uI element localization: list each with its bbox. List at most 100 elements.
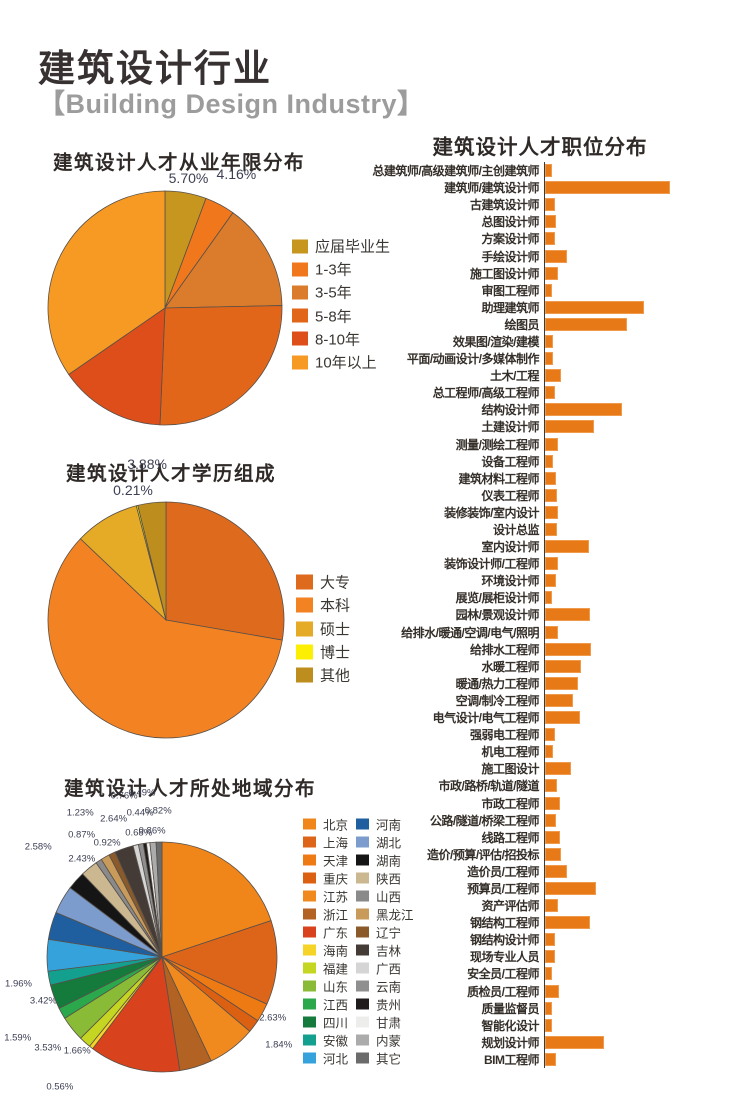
legend-swatch [292, 285, 308, 300]
legend-label: 内蒙 [376, 1034, 402, 1049]
legend-item-1-3年: 1-3年 [292, 259, 352, 280]
legend-swatch [356, 944, 369, 956]
bar-row: 公路/隧道/桥梁工程师 [360, 811, 728, 829]
bar-track [544, 230, 728, 248]
bar [545, 352, 553, 366]
bar [545, 300, 644, 314]
legend-swatch [303, 944, 316, 956]
bar [545, 762, 571, 776]
legend-item-河北: 河北 [303, 1049, 348, 1068]
percent-label: 0.87% [68, 829, 96, 841]
legend-label: 天津 [323, 854, 349, 869]
job-label: 施工图设计 [481, 762, 539, 777]
legend-swatch [303, 854, 316, 866]
bar-row: 装修装饰/室内设计 [360, 503, 728, 521]
chart-title-positions: 建筑设计人才职位分布 [432, 136, 648, 159]
bar-row: 质检员/工程师 [360, 982, 728, 1000]
bar-row: 效果图/渲染/建模 [360, 332, 728, 351]
percent-label: 3.88% [127, 456, 167, 473]
bar [545, 830, 560, 844]
percent-label: 3.53% [34, 1042, 62, 1054]
legend-item-福建: 福建 [303, 959, 348, 978]
pie-slice-本科 [47, 538, 283, 739]
job-label: 总建筑师/高级建筑师/主创建筑师 [372, 164, 539, 179]
pie-slice-3-5年 [164, 212, 283, 309]
job-label: 预算员/工程师 [467, 881, 539, 896]
job-label: 给排水工程师 [469, 642, 540, 657]
legend-item-3-5年: 3-5年 [292, 282, 352, 303]
percent-label: 2.58% [24, 841, 52, 853]
legend-item-吉林: 吉林 [356, 941, 401, 960]
legend-label: 湖北 [376, 836, 402, 851]
job-label: 结构设计师 [481, 403, 539, 418]
job-label: 给排水/暖通/空调/电气/照明 [401, 625, 539, 640]
legend-label: 10年以上 [315, 354, 377, 372]
job-label: 暖通/热力工程师 [455, 676, 540, 691]
job-label: 钢结构设计师 [469, 933, 540, 948]
bar [545, 454, 553, 468]
legend-label: 1-3年 [315, 261, 352, 279]
legend-item-博士: 博士 [296, 641, 350, 662]
bar-track [544, 691, 728, 709]
legend-item-广西: 广西 [356, 959, 401, 978]
bar-row: 线路工程师 [360, 828, 728, 846]
job-label: 环境设计师 [481, 574, 539, 589]
percent-label: 0.44% [126, 807, 154, 819]
legend-label: 8-10年 [315, 331, 361, 349]
legend-swatch [296, 644, 313, 660]
bar-row: 预算员/工程师 [360, 879, 728, 898]
job-label: 装饰设计师/工程师 [444, 557, 539, 572]
job-label: 建筑师/建筑设计师 [444, 181, 539, 196]
bar-track [544, 486, 728, 504]
bar-row: 规划设计师 [360, 1033, 728, 1051]
legend-label: 上海 [323, 836, 349, 851]
bar-track [544, 606, 728, 624]
job-label: 机电工程师 [481, 745, 539, 760]
legend-item-5-8年: 5-8年 [292, 305, 352, 326]
pie-slice-8-10年 [68, 307, 166, 426]
job-label: 审图工程师 [481, 283, 539, 298]
bar-row: 测量/测绘工程师 [360, 435, 728, 453]
bar-track [544, 811, 728, 829]
legend-item-上海: 上海 [303, 833, 348, 852]
bar [545, 523, 557, 537]
legend-swatch [303, 962, 316, 974]
legend-item-大专: 大专 [296, 572, 350, 593]
job-label: 展览/展柜设计师 [455, 591, 540, 606]
job-label: 助理建筑师 [481, 300, 539, 315]
bar-track [544, 298, 728, 316]
legend-swatch [356, 962, 369, 974]
legend-label: 湖南 [376, 854, 402, 869]
bar-track [544, 435, 728, 453]
pie-slice-广东 [92, 956, 181, 1073]
bar-track [544, 657, 728, 675]
bar [545, 1018, 552, 1032]
legend-item-辽宁: 辽宁 [356, 923, 401, 942]
legend-item-其他: 其他 [296, 665, 350, 686]
legend-swatch [303, 818, 316, 830]
bar [545, 813, 556, 827]
bar-row: 设备工程师 [360, 452, 728, 470]
bar-track [544, 401, 728, 419]
bar-track [544, 179, 728, 197]
job-label: 土木/工程 [490, 369, 539, 384]
legend-item-陕西: 陕西 [356, 869, 401, 888]
bar [545, 711, 580, 725]
job-label: 钢结构工程师 [469, 916, 540, 931]
job-label: 市政/路桥/轨道/隧道 [438, 779, 539, 794]
bar-track [544, 948, 728, 966]
legend-label: 重庆 [323, 872, 349, 887]
job-label: 施工图设计师 [469, 266, 540, 281]
legend-swatch [303, 908, 316, 920]
bar-row: 设计总监 [360, 520, 728, 539]
legend-item-10年以上: 10年以上 [292, 352, 377, 373]
bar [545, 916, 590, 930]
legend-label: 吉林 [376, 944, 402, 959]
bar-track [544, 777, 728, 795]
percent-label: 0.49% [128, 787, 156, 799]
bar-row: 空调/制冷工程师 [360, 691, 728, 709]
legend-swatch [303, 890, 316, 902]
bar [545, 232, 555, 246]
legend-swatch [303, 1052, 316, 1064]
legend-label: 本科 [320, 597, 351, 615]
